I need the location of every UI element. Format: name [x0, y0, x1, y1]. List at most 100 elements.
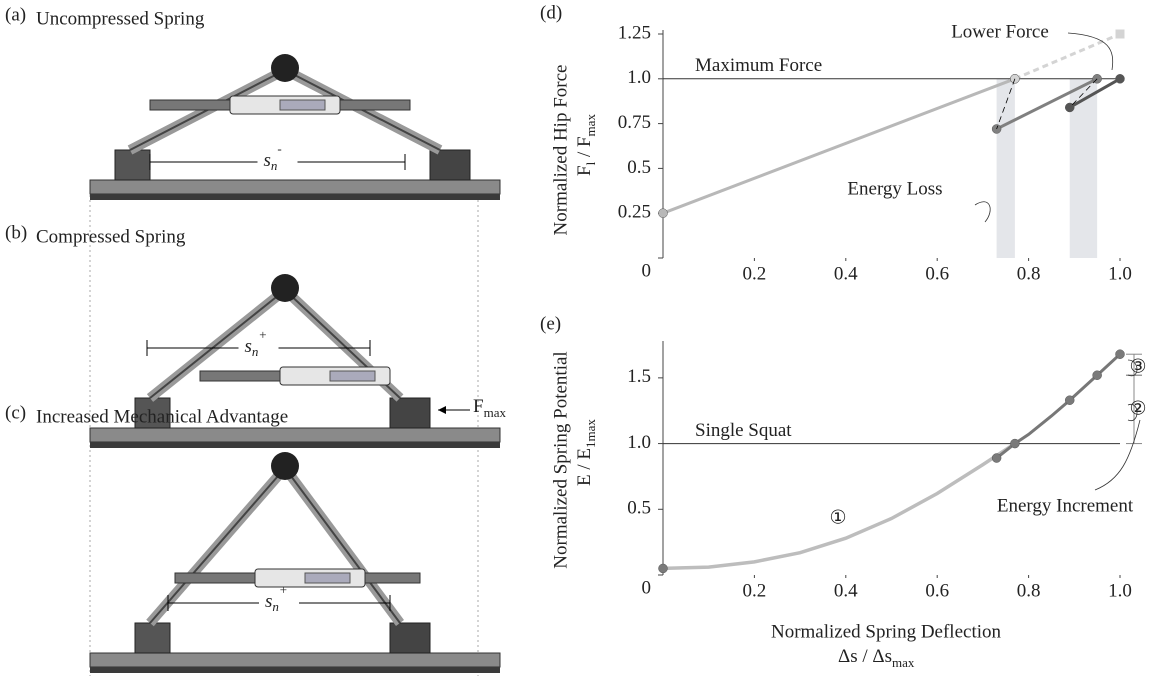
formula-part: n: [272, 599, 279, 614]
panel-title: Uncompressed Spring: [36, 8, 205, 29]
x-tick-label: 0.2: [743, 580, 767, 601]
marker: [1115, 349, 1125, 359]
formula: Fl / Fmax: [574, 114, 598, 176]
dimension-bg: [259, 589, 299, 613]
formula-part: -: [277, 141, 281, 156]
data-line: [662, 442, 1016, 571]
y-label: Normalized Spring Potential: [550, 351, 571, 568]
panel-title: Increased Mechanical Advantage: [36, 406, 288, 427]
dimension-bg: [238, 334, 279, 358]
y-tick-label: 0: [642, 577, 652, 598]
bracket: [389, 622, 431, 654]
base-rail: [89, 652, 501, 668]
panel-title: Compressed Spring: [36, 226, 186, 247]
arm: [149, 289, 286, 399]
x-tick-label: 0.6: [925, 263, 949, 284]
pivot: [271, 54, 299, 82]
annotation: Energy Loss: [847, 178, 942, 199]
marker: [1010, 438, 1020, 449]
annotation-connector: [1094, 419, 1141, 491]
marker: [1115, 74, 1125, 84]
formula-part: F: [473, 396, 484, 417]
pivot: [271, 274, 299, 302]
x-tick-label: 0.8: [1017, 580, 1041, 601]
loss-band: [996, 78, 1015, 258]
annotation: Energy Increment: [997, 495, 1134, 516]
device-photo: sn + Fmax: [89, 274, 506, 448]
formula-part: n: [271, 158, 278, 173]
base-rail: [89, 179, 501, 195]
formula-part: s: [245, 336, 252, 357]
formula-part: n: [252, 344, 259, 359]
reference-label: Maximum Force: [695, 55, 822, 76]
marker: [658, 208, 668, 218]
arrow-head: [438, 406, 446, 414]
x-tick-label: 0.4: [834, 263, 858, 284]
y-tick-label: 0.5: [627, 498, 651, 519]
x-tick-label: 1.0: [1108, 263, 1132, 284]
y-tick-label: 1.0: [627, 432, 651, 453]
x-label: Normalized Spring Deflection: [771, 621, 1002, 642]
spring: [304, 572, 351, 584]
marker: [991, 453, 1002, 463]
panel-label: (d): [540, 2, 562, 23]
panel-label: (e): [540, 313, 561, 334]
y-tick-label: 0.5: [627, 157, 651, 178]
annotation-connector: [1067, 32, 1114, 71]
formula-part: max: [892, 655, 915, 670]
annotation-connector: [1127, 359, 1138, 377]
pivot: [271, 452, 299, 480]
x-tick-label: 1.0: [1108, 580, 1132, 601]
annotation: ①: [829, 507, 846, 528]
formula-part: l: [583, 161, 598, 165]
y-label: Normalized Hip Force: [550, 65, 571, 236]
device-photo: sn+: [89, 452, 501, 673]
base-rail: [89, 427, 501, 443]
formula-part: E / E: [574, 448, 595, 486]
bracket: [389, 397, 431, 429]
x-tick-label: 0.6: [925, 580, 949, 601]
annotation: ③: [1129, 356, 1146, 377]
spring: [329, 370, 376, 382]
formula-part: +: [279, 582, 288, 597]
device-photo: sn -: [89, 54, 501, 200]
data-line: [1068, 77, 1121, 109]
panel-label: (c): [5, 402, 26, 423]
x-tick-label: 0.4: [834, 580, 858, 601]
data-line: [1069, 78, 1098, 108]
formula-part: s: [264, 150, 271, 171]
spring: [279, 99, 326, 111]
panel-label: (b): [5, 222, 27, 243]
formula-part: max: [484, 405, 507, 420]
bracket: [114, 149, 151, 181]
formula-part: max: [583, 114, 598, 137]
y-tick-label: 0.25: [618, 202, 651, 223]
formula-part: s: [265, 591, 272, 612]
formula-part: 1max: [583, 419, 598, 448]
marker: [658, 563, 668, 574]
marker: [1064, 395, 1075, 405]
marker: [1115, 29, 1125, 39]
reference-label: Single Squat: [695, 420, 792, 441]
data-line: [996, 78, 1016, 130]
annotation-connector: [974, 201, 991, 223]
formula: sn+: [265, 582, 288, 614]
annotation-connector: [1127, 404, 1138, 421]
y-axis-title: Normalized Spring Potential E / E1max: [550, 351, 598, 568]
arm: [149, 467, 286, 624]
y-tick-label: 1.25: [618, 22, 651, 43]
formula-part: Δs / Δs: [838, 646, 892, 667]
base-rail: [90, 194, 500, 200]
base-rail: [90, 442, 500, 448]
formula: E / E1max: [574, 419, 598, 486]
formula: sn+: [245, 327, 268, 359]
bracket: [134, 622, 171, 654]
y-tick-label: 1.5: [627, 366, 651, 387]
marker: [1092, 370, 1102, 380]
y-tick-label: 1.0: [627, 67, 651, 88]
x-tick-label: 0.8: [1017, 263, 1041, 284]
arm: [284, 467, 401, 624]
annotation: Lower Force: [951, 21, 1049, 42]
formula: Fmax: [473, 396, 506, 420]
bracket: [429, 149, 471, 181]
